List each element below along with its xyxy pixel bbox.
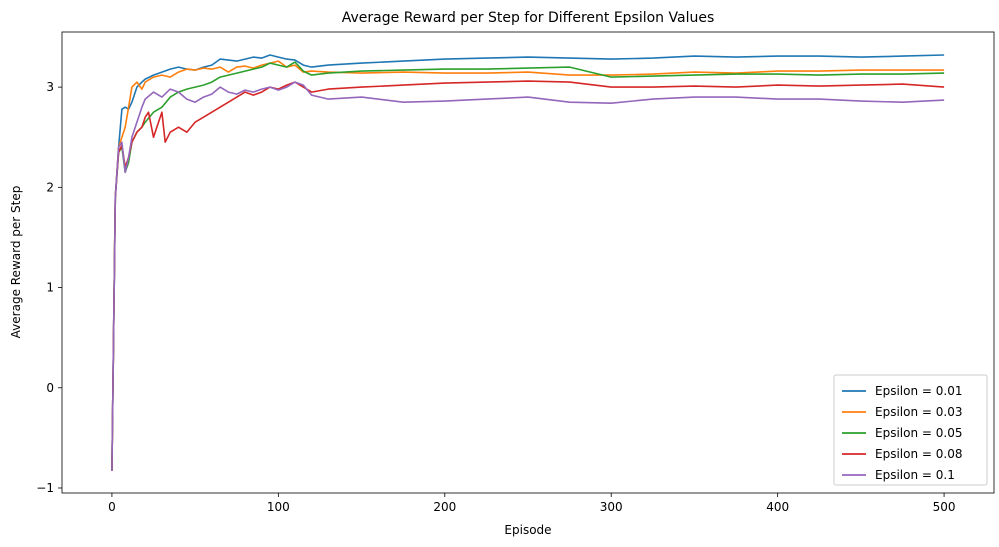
- y-tick-label-3: 2: [46, 180, 54, 194]
- x-axis-ticks: 0 100 200 300 400 500: [108, 493, 956, 514]
- legend-entries: Epsilon = 0.01 Epsilon = 0.03 Epsilon = 0.…: [842, 384, 962, 482]
- legend-label-0: Epsilon = 0.01: [875, 384, 962, 398]
- x-tick-label-4: 400: [766, 500, 789, 514]
- series-line-1: [111, 60, 945, 472]
- y-tick-label-2: 1: [46, 281, 54, 295]
- legend-label-3: Epsilon = 0.08: [875, 447, 962, 461]
- y-tick-label-4: 3: [46, 80, 54, 94]
- chart-title: Average Reward per Step for Different Ep…: [342, 10, 715, 26]
- legend-label-2: Epsilon = 0.05: [875, 426, 962, 440]
- legend: Epsilon = 0.01 Epsilon = 0.03 Epsilon = 0.…: [833, 374, 988, 486]
- y-axis-label: Average Reward per Step: [9, 186, 23, 339]
- x-tick-label-1: 100: [267, 500, 290, 514]
- y-tick-label-1: 0: [46, 381, 54, 395]
- plot-series-group: [111, 54, 945, 472]
- series-line-3: [111, 80, 945, 472]
- plot-frame: [61, 31, 995, 494]
- series-line-4: [111, 81, 945, 472]
- x-tick-label-2: 200: [433, 500, 456, 514]
- y-axis-ticks: −1 0 1 2 3: [36, 80, 62, 495]
- x-tick-label-0: 0: [108, 500, 116, 514]
- legend-box: [833, 374, 988, 486]
- legend-label-1: Epsilon = 0.03: [875, 405, 962, 419]
- x-axis-label: Episode: [504, 523, 551, 537]
- x-tick-label-3: 300: [600, 500, 623, 514]
- y-tick-label-0: −1: [36, 481, 54, 495]
- legend-label-4: Epsilon = 0.1: [875, 468, 955, 482]
- x-tick-label-5: 500: [933, 500, 956, 514]
